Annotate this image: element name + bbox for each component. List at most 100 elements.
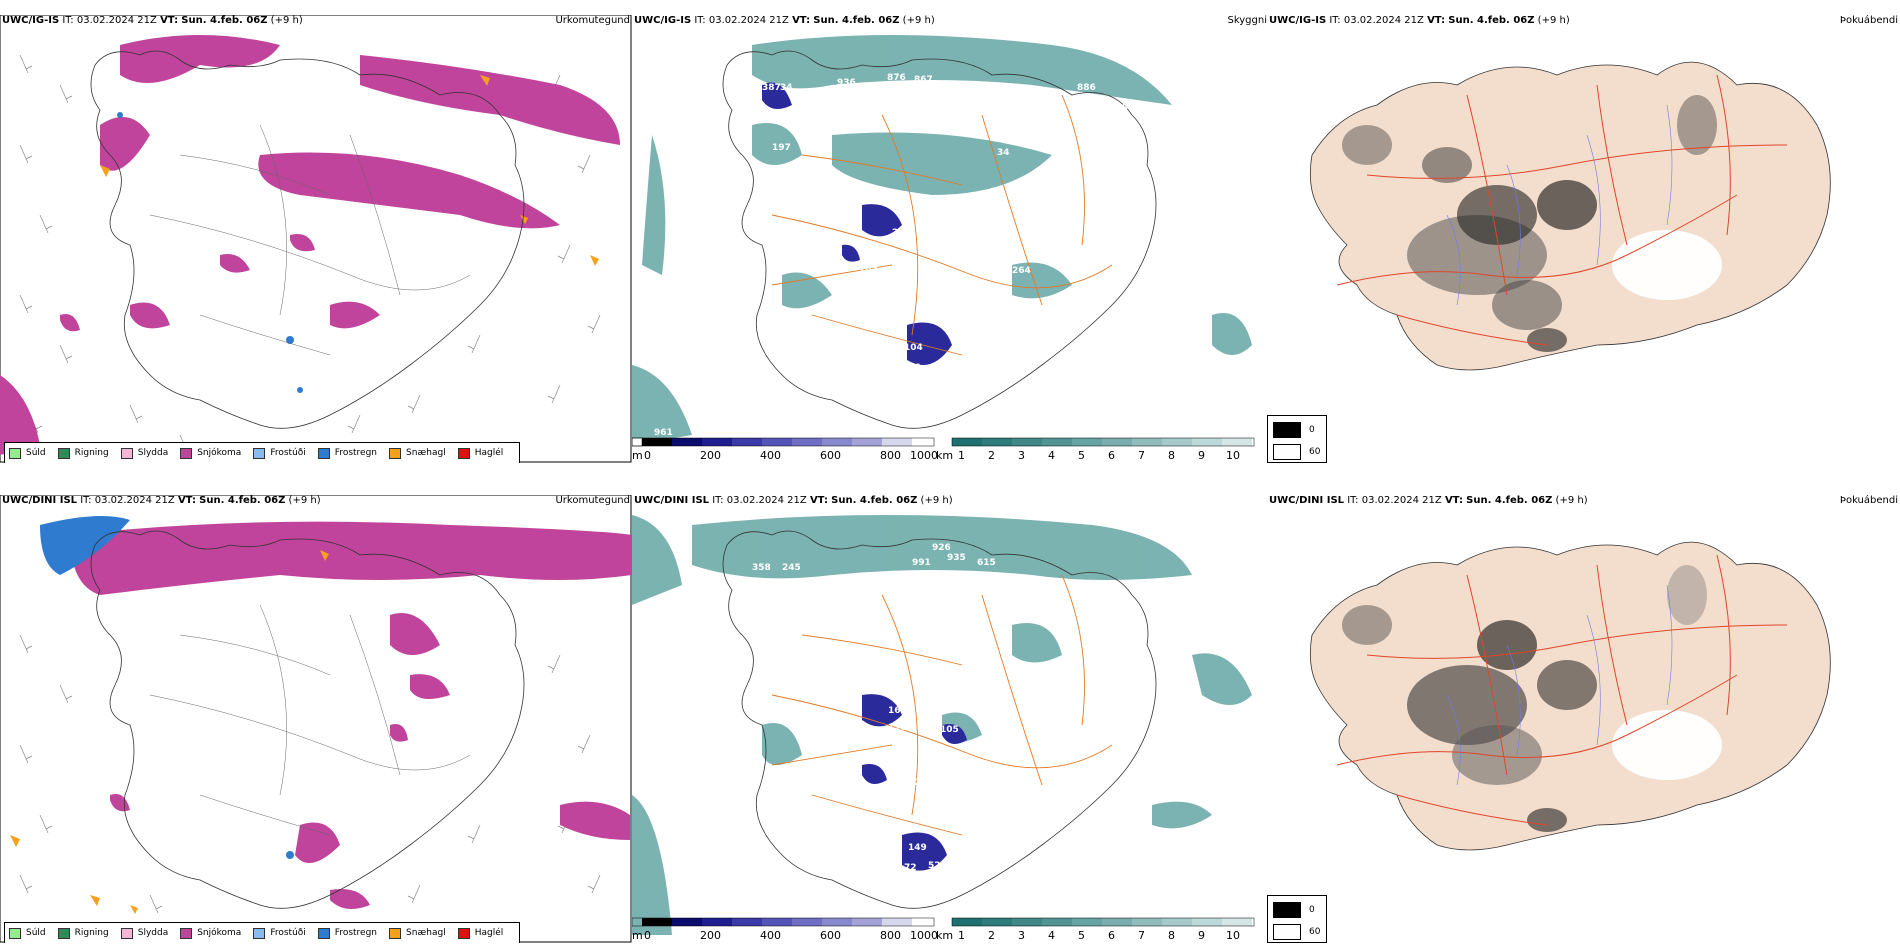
precip-panel-top: UWC/IG-IS IT: 03.02.2024 21Z VT: Sun. 4.… [0, 15, 632, 463]
svg-text:7: 7 [1138, 929, 1145, 942]
cloud-label: 991 [912, 558, 931, 568]
legend-item: Rigning [57, 447, 109, 459]
cloud-label: 107 [864, 253, 883, 263]
panel-header: UWC/DINI ISL IT: 03.02.2024 21Z VT: Sun.… [1269, 495, 1898, 506]
cloud-label: 936 [1122, 103, 1141, 113]
valid-time: Sun. 4.feb. 06Z [181, 15, 268, 26]
legend-item: Frostregn [317, 447, 377, 459]
precip-map [0, 495, 632, 943]
cloud-label: 54 [1044, 698, 1057, 708]
cloud-label: 867 [1027, 580, 1046, 590]
valid-time: Sun. 4.feb. 06Z [831, 495, 918, 506]
cloud-label: 165 [888, 706, 907, 716]
legend-item: Snjókoma [180, 927, 241, 939]
rivers [1446, 584, 1673, 786]
fog-panel-top: UWC/IG-IS IT: 03.02.2024 21Z VT: Sun. 4.… [1267, 15, 1900, 463]
initial-time: 03.02.2024 21Z [76, 15, 157, 26]
svg-text:400: 400 [760, 929, 781, 942]
svg-text:10: 10 [1226, 929, 1240, 942]
cloud-label: 505 [707, 593, 726, 603]
model-name: UWC/IG-IS [2, 15, 60, 26]
snow-pellet-areas [10, 550, 329, 914]
cloud-label: 615 [977, 558, 996, 568]
valid-time: Sun. 4.feb. 06Z [199, 495, 286, 506]
svg-text:0: 0 [644, 449, 651, 462]
svg-text:800: 800 [880, 929, 901, 942]
visibility-colorbar [951, 437, 1255, 447]
panel-title: Skyggni [1227, 15, 1267, 26]
cloud-label: 961 [654, 428, 673, 438]
svg-text:km: km [936, 449, 953, 462]
coastline [90, 530, 525, 909]
initial-time: 03.02.2024 21Z [1361, 495, 1442, 506]
model-name: UWC/DINI ISL [634, 495, 710, 506]
freezing-rain-areas [117, 112, 303, 393]
legend-item: Haglél [457, 927, 503, 939]
cloud-label: 122 [902, 778, 921, 788]
initial-time: 03.02.2024 21Z [1343, 15, 1424, 26]
cloud-label: 34 [780, 83, 793, 93]
low-visibility-areas [632, 515, 1252, 935]
cloud-label: 118 [888, 723, 907, 733]
fog-panel-bottom: UWC/DINI ISL IT: 03.02.2024 21Z VT: Sun.… [1267, 495, 1900, 943]
panel-header: UWC/DINI ISL IT: 03.02.2024 21Z VT: Sun.… [634, 495, 953, 506]
cloud-label: 107 [859, 266, 878, 276]
height-colorbar [632, 917, 935, 927]
precip-type-legend: Súld Rigning Slydda Snjókoma Frostúði Fr… [4, 442, 521, 463]
height-colorbar [632, 437, 935, 447]
cloud-label: 245 [782, 563, 801, 573]
panel-header: UWC/IG-IS IT: 03.02.2024 21Z VT: Sun. 4.… [1269, 15, 1898, 26]
forecast-offset: (+9 h) [902, 15, 935, 26]
cloud-label: 212 [892, 228, 911, 238]
cloud-label: 44 [932, 383, 945, 393]
cloud-label: 387 [762, 83, 781, 93]
snow-pellet-areas [100, 75, 599, 266]
visibility-colorbar [951, 917, 1255, 927]
svg-text:5: 5 [1078, 449, 1085, 462]
svg-text:1000: 1000 [910, 929, 938, 942]
svg-text:600: 600 [820, 929, 841, 942]
forecast-offset: (+9 h) [1555, 495, 1588, 506]
colorbar-ticks: m 0 200 400 600 800 1000 km 1 2 3 4 5 6 … [632, 449, 1240, 462]
model-name: UWC/DINI ISL [2, 495, 78, 506]
legend-item: Frostregn [317, 927, 377, 939]
coastline [722, 530, 1157, 909]
svg-text:0: 0 [644, 929, 651, 942]
fog-map [1309, 541, 1831, 851]
model-name: UWC/DINI ISL [1269, 495, 1345, 506]
cloud-label: 926 [932, 543, 951, 553]
clouds-map: 387 34 936 876 867 886 936 197 878 212 1… [632, 35, 1255, 462]
legend-item: Slydda [120, 927, 168, 939]
svg-text:4: 4 [1048, 449, 1055, 462]
clouds-panel-bottom: UWC/DINI ISL IT: 03.02.2024 21Z VT: Sun.… [632, 495, 1267, 943]
forecast-offset: (+9 h) [1537, 15, 1570, 26]
svg-text:5: 5 [1078, 929, 1085, 942]
cloud-base-labels: 358 245 505 926 935 991 615 896 165 118 … [707, 543, 1146, 873]
legend-item: Súld [9, 447, 46, 459]
roads [1336, 554, 1788, 826]
cloud-label: 114 [940, 245, 959, 255]
roads [1336, 74, 1788, 346]
svg-text:200: 200 [700, 929, 721, 942]
svg-text:600: 600 [820, 449, 841, 462]
svg-text:9: 9 [1198, 449, 1205, 462]
cloud-label: 66 [908, 363, 921, 373]
svg-text:200: 200 [700, 449, 721, 462]
roads [149, 604, 471, 836]
svg-text:800: 800 [880, 449, 901, 462]
svg-text:9: 9 [1198, 929, 1205, 942]
cloud-label: 52 [928, 861, 941, 871]
model-name: UWC/IG-IS [1269, 15, 1327, 26]
valid-time: Sun. 4.feb. 06Z [1466, 495, 1553, 506]
fog-map [1309, 61, 1831, 371]
cloud-base-labels: 387 34 936 876 867 886 936 197 878 212 1… [654, 73, 1141, 438]
svg-text:4: 4 [1048, 929, 1055, 942]
panel-title: Þokuábendi [1839, 495, 1898, 506]
clouds-map: 358 245 505 926 935 991 615 896 165 118 … [632, 515, 1255, 942]
svg-text:6: 6 [1108, 929, 1115, 942]
cloud-label: 264 [1012, 266, 1031, 276]
rivers [1446, 104, 1673, 306]
roads [771, 94, 1113, 356]
fog-index-key: 0 60 [1267, 415, 1327, 463]
cloud-label: 104 [904, 343, 923, 353]
